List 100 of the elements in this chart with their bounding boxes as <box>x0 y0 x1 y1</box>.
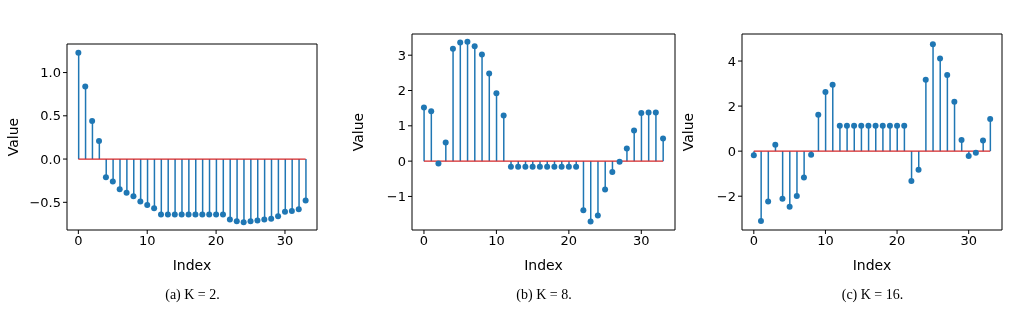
point <box>879 122 886 129</box>
x-axis-title: Index <box>852 257 892 273</box>
x-tick-label: 0 <box>749 233 758 249</box>
point <box>915 166 922 173</box>
point <box>901 122 908 129</box>
point <box>594 212 601 219</box>
point <box>123 189 130 196</box>
point <box>130 193 137 200</box>
point <box>302 197 309 204</box>
point <box>757 217 764 224</box>
point <box>858 122 865 129</box>
point <box>261 216 268 223</box>
x-tick-label: 30 <box>960 233 977 249</box>
x-tick-label: 10 <box>817 233 834 249</box>
point <box>442 139 449 146</box>
point <box>793 192 800 199</box>
point <box>137 198 144 205</box>
point <box>275 213 282 220</box>
y-tick-label: 3 <box>397 47 406 63</box>
point <box>116 186 123 193</box>
point <box>192 211 199 218</box>
y-axis-title: Value <box>4 117 21 157</box>
point <box>89 118 96 124</box>
point <box>500 112 507 119</box>
y-tick-label: 0.5 <box>40 108 61 124</box>
point <box>660 135 667 142</box>
point <box>772 141 779 148</box>
point <box>815 111 822 118</box>
y-axis-title: Value <box>349 112 366 152</box>
point <box>199 211 206 218</box>
point <box>219 211 226 218</box>
point <box>843 122 850 129</box>
point <box>851 122 858 129</box>
x-tick-label: 10 <box>138 233 156 249</box>
x-tick-label: 0 <box>74 233 83 249</box>
point <box>240 219 247 226</box>
point <box>493 90 500 97</box>
point <box>185 211 192 218</box>
point <box>937 55 944 62</box>
y-tick-label: 4 <box>727 53 736 69</box>
y-tick-label: 1 <box>397 118 406 134</box>
point <box>158 211 165 218</box>
point <box>929 41 936 48</box>
point <box>233 218 240 225</box>
point <box>164 211 171 218</box>
x-axis-title: Index <box>172 257 212 273</box>
point <box>171 211 178 218</box>
point <box>944 72 951 78</box>
x-tick-label: 30 <box>276 233 294 249</box>
point <box>178 211 185 218</box>
point <box>958 136 965 143</box>
point <box>652 109 659 116</box>
point <box>464 38 471 45</box>
point <box>428 108 435 115</box>
point <box>254 217 261 224</box>
point <box>645 109 652 116</box>
y-axis-title: Value <box>679 112 696 152</box>
point <box>631 127 638 134</box>
y-tick-label: 2 <box>727 98 736 114</box>
point <box>75 49 82 56</box>
y-tick-label: 0.0 <box>40 151 61 167</box>
x-tick-label: 20 <box>560 233 578 249</box>
point <box>247 218 254 225</box>
text: (a) K = 2. <box>164 287 221 303</box>
point <box>478 51 485 58</box>
point <box>638 110 645 117</box>
point <box>281 208 288 215</box>
point <box>144 201 151 208</box>
x-tick-label: 10 <box>488 233 505 249</box>
point <box>486 70 493 77</box>
point <box>951 98 958 105</box>
point <box>980 137 987 144</box>
point <box>922 76 929 83</box>
point <box>872 122 879 129</box>
point <box>836 122 843 129</box>
text: (c) K = 16. <box>840 287 905 303</box>
x-axis-title: Index <box>524 257 563 273</box>
y-tick-label: −0.5 <box>29 194 61 210</box>
x-tick-label: 20 <box>207 233 225 249</box>
point <box>822 88 829 95</box>
y-tick-label: 1.0 <box>40 65 61 81</box>
point <box>580 207 587 214</box>
point <box>623 145 630 152</box>
point <box>96 137 103 144</box>
y-tick-label: −1 <box>386 189 406 205</box>
point <box>865 122 872 129</box>
point <box>786 203 793 210</box>
point <box>226 216 233 223</box>
x-tick-label: 20 <box>888 233 906 249</box>
point <box>420 104 427 111</box>
point <box>894 122 901 129</box>
y-tick-label: 0 <box>397 153 406 169</box>
point <box>587 218 594 225</box>
point <box>82 83 89 90</box>
point <box>987 115 994 122</box>
point <box>800 174 807 181</box>
point <box>609 169 616 176</box>
point <box>268 215 275 222</box>
point <box>886 122 893 129</box>
point <box>288 207 295 214</box>
